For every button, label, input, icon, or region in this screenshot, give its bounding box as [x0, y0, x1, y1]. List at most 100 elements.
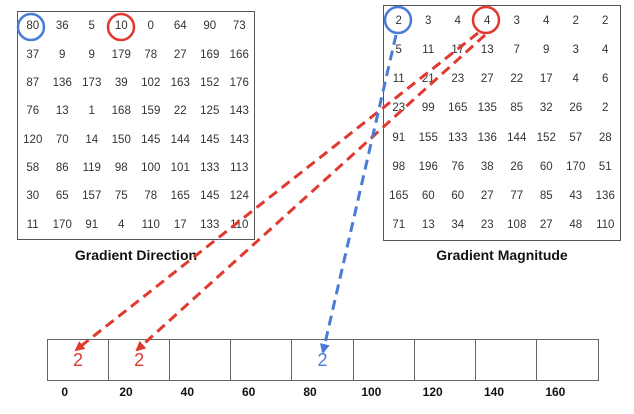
- histogram-bin-label: 0: [61, 385, 68, 399]
- direction-cell: 145: [200, 133, 220, 146]
- magnitude-cell: 23: [480, 219, 494, 232]
- direction-cell: 10: [114, 20, 128, 33]
- direction-cell: 133: [200, 162, 220, 175]
- magnitude-cell: 2: [602, 102, 609, 115]
- magnitude-cell: 99: [421, 102, 435, 115]
- magnitude-cell: 11: [392, 73, 405, 86]
- direction-cell: 159: [141, 105, 161, 118]
- magnitude-cell: 91: [392, 131, 406, 144]
- direction-cell: 165: [170, 190, 190, 203]
- magnitude-cell: 57: [569, 131, 583, 144]
- magnitude-cell: 6: [602, 73, 609, 86]
- direction-cell: 157: [82, 190, 102, 203]
- magnitude-cell: 2: [395, 14, 402, 27]
- magnitude-cell: 2: [572, 14, 579, 27]
- histogram-bin-label: 160: [545, 385, 566, 399]
- magnitude-cell: 28: [598, 131, 612, 144]
- histogram-bin-value: 2: [48, 340, 110, 380]
- direction-cell: 119: [82, 162, 101, 175]
- histogram-bin-value: [354, 340, 415, 380]
- magnitude-cell: 77: [510, 190, 524, 203]
- magnitude-cell: 110: [596, 219, 615, 232]
- direction-cell: 163: [170, 76, 190, 89]
- histogram-bin-label: 100: [361, 385, 382, 399]
- magnitude-cell: 165: [389, 190, 409, 203]
- magnitude-cell: 60: [421, 190, 435, 203]
- magnitude-cell: 51: [598, 160, 612, 173]
- magnitude-cell: 21: [421, 73, 435, 86]
- direction-cell: 168: [111, 105, 131, 118]
- direction-cell: 176: [229, 76, 249, 89]
- magnitude-cell: 17: [539, 73, 553, 86]
- direction-cell: 78: [144, 190, 158, 203]
- magnitude-cell: 136: [595, 190, 615, 203]
- histogram-bin-label: 140: [483, 385, 505, 399]
- direction-cell: 136: [52, 76, 72, 89]
- magnitude-cell: 34: [451, 219, 465, 232]
- magnitude-cell: 135: [477, 102, 497, 115]
- direction-cell: 91: [85, 218, 99, 231]
- magnitude-cell: 9: [543, 43, 550, 56]
- direction-cell: 124: [229, 190, 249, 203]
- direction-cell: 90: [203, 20, 217, 33]
- magnitude-cell: 4: [572, 73, 579, 86]
- magnitude-cell: 98: [392, 160, 406, 173]
- magnitude-cell: 85: [539, 190, 553, 203]
- gradient-magnitude-title: Gradient Magnitude: [436, 247, 568, 263]
- magnitude-cell: 4: [484, 14, 491, 27]
- magnitude-cell: 26: [510, 160, 524, 173]
- direction-cell: 102: [141, 76, 161, 89]
- direction-cell: 173: [82, 76, 102, 89]
- magnitude-cell: 26: [569, 102, 583, 115]
- direction-cell: 9: [59, 48, 66, 61]
- histogram-bin-label: 20: [119, 385, 133, 399]
- histogram-bin-label: 120: [422, 385, 443, 399]
- direction-cell: 37: [26, 48, 40, 61]
- direction-cell: 73: [232, 20, 246, 33]
- direction-cell: 113: [230, 162, 249, 175]
- histogram-bin-value: 2: [292, 340, 354, 380]
- magnitude-cell: 4: [543, 14, 550, 27]
- histogram-bin-value: [170, 340, 232, 380]
- direction-cell: 5: [88, 20, 95, 33]
- magnitude-cell: 2: [602, 14, 609, 27]
- magnitude-cell: 133: [448, 131, 468, 144]
- direction-cell: 170: [52, 218, 72, 231]
- magnitude-cell: 155: [418, 131, 438, 144]
- magnitude-cell: 60: [539, 160, 553, 173]
- direction-cell: 101: [170, 162, 190, 175]
- direction-cell: 152: [200, 76, 220, 89]
- magnitude-cell: 27: [539, 219, 553, 232]
- gradient-direction-grid: 80 36 5 10 0 64 90 73 37 9 9 179 78 27 169 166 87 136 173 3…: [17, 11, 255, 240]
- magnitude-cell: 13: [480, 43, 494, 56]
- magnitude-cell: 108: [507, 219, 527, 232]
- direction-cell: 100: [141, 162, 161, 175]
- magnitude-cell: 3: [572, 43, 579, 56]
- direction-cell: 143: [229, 105, 249, 118]
- direction-cell: 39: [114, 76, 128, 89]
- magnitude-cell: 4: [602, 43, 609, 56]
- direction-cell: 70: [55, 133, 69, 146]
- histogram-bin-label: 60: [241, 385, 256, 399]
- direction-cell: 145: [141, 133, 161, 146]
- direction-cell: 76: [26, 105, 40, 118]
- direction-cell: 125: [200, 105, 220, 118]
- direction-cell: 86: [55, 162, 69, 175]
- magnitude-cell: 3: [513, 14, 520, 27]
- direction-cell: 150: [111, 133, 131, 146]
- magnitude-cell: 152: [536, 131, 556, 144]
- magnitude-cell: 144: [507, 131, 527, 144]
- magnitude-cell: 3: [425, 14, 432, 27]
- direction-cell: 179: [111, 48, 131, 61]
- direction-cell: 166: [229, 48, 249, 61]
- magnitude-cell: 60: [451, 190, 465, 203]
- direction-cell: 13: [55, 105, 69, 118]
- direction-cell: 110: [230, 218, 249, 231]
- direction-cell: 11: [26, 218, 39, 231]
- magnitude-cell: 22: [510, 73, 524, 86]
- direction-cell: 27: [173, 48, 187, 61]
- direction-cell: 120: [23, 133, 43, 146]
- histogram-bin-value: 2: [109, 340, 171, 380]
- magnitude-cell: 196: [418, 160, 438, 173]
